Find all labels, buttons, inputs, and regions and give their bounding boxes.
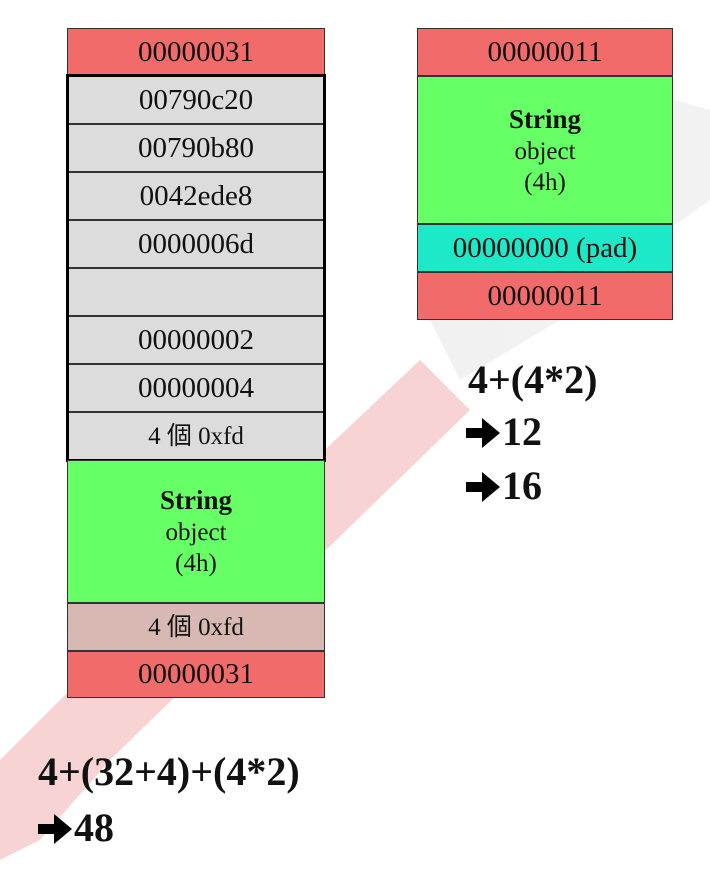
left-row-value: 00790b80 <box>138 131 254 164</box>
object-label: object <box>514 137 576 165</box>
left-row-5 <box>67 268 325 316</box>
right-header-value: 00000011 <box>487 35 603 68</box>
right-arrow-icon <box>466 472 500 502</box>
left-formula-result: 48 <box>38 808 114 848</box>
right-formula-text: 4+(4*2) <box>468 357 598 402</box>
left-row-4: 0000006d <box>67 220 325 268</box>
size-label: (4h) <box>175 550 217 577</box>
left-formula-text: 4+(32+4)+(4*2) <box>38 749 300 794</box>
right-formula-result-1: 12 <box>466 412 542 452</box>
left-row-value: 00000002 <box>138 323 254 356</box>
left-row-value: 0000006d <box>138 227 254 260</box>
right-formula-result-2: 16 <box>466 466 542 506</box>
left-row-value: 00790c20 <box>138 83 254 116</box>
left-arrow-icon <box>38 814 72 844</box>
left-footer-value: 00000031 <box>138 658 254 690</box>
left-header-cell: 00000031 <box>67 28 325 76</box>
size-label: (4h) <box>524 168 566 196</box>
left-footer-cell: 00000031 <box>67 651 325 698</box>
left-row-value: 4 個 0xfd <box>148 422 244 450</box>
right-pad-cell: 00000000 (pad) <box>417 224 673 272</box>
object-label: object <box>165 519 227 546</box>
left-row-1: 00790c20 <box>67 76 325 124</box>
left-formula-expr: 4+(32+4)+(4*2) <box>38 752 300 792</box>
left-row-value: 0042ede8 <box>139 179 253 212</box>
string-label: String <box>159 485 232 515</box>
right-formula-expr: 4+(4*2) <box>468 360 597 400</box>
left-result-value: 48 <box>74 805 114 850</box>
left-row-6: 00000002 <box>67 316 325 364</box>
left-row-8: 4 個 0xfd <box>67 412 325 460</box>
right-result-1-value: 12 <box>502 409 542 454</box>
right-header-cell: 00000011 <box>417 28 673 76</box>
left-header-value: 00000031 <box>138 35 254 68</box>
right-footer-cell: 00000011 <box>417 272 673 320</box>
left-row-3: 0042ede8 <box>67 172 325 220</box>
string-label: String <box>508 103 581 134</box>
right-arrow-icon <box>466 418 500 448</box>
left-trailer-pad-value: 4 個 0xfd <box>148 613 244 641</box>
right-pad-value: 00000000 (pad) <box>452 231 638 264</box>
right-result-2-value: 16 <box>502 463 542 508</box>
left-string-object-block: String object (4h) <box>67 460 325 603</box>
left-row-7: 00000004 <box>67 364 325 412</box>
left-row-value: 00000004 <box>138 371 254 404</box>
right-string-object-block: String object (4h) <box>417 76 673 224</box>
left-row-2: 00790b80 <box>67 124 325 172</box>
right-footer-value: 00000011 <box>487 279 603 312</box>
left-trailer-pad-cell: 4 個 0xfd <box>67 603 325 651</box>
